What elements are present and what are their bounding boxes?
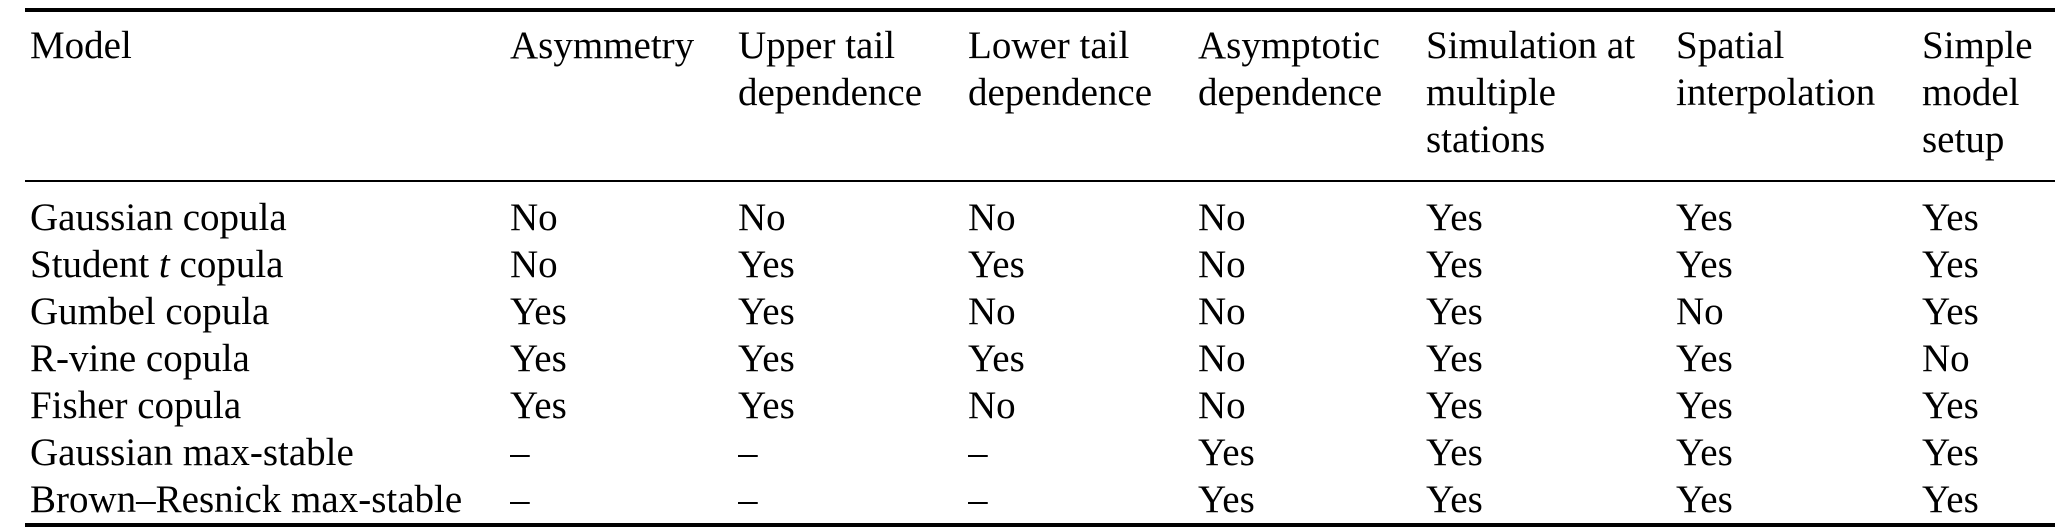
- value-cell: Yes: [1676, 431, 1733, 474]
- value-cell: Yes: [1426, 196, 1483, 239]
- value-cell: No: [738, 196, 786, 239]
- table-row: R-vine copula Yes Yes Yes No Yes Yes No: [25, 335, 2055, 382]
- value-cell: Yes: [1426, 337, 1483, 380]
- value-cell: Yes: [1198, 478, 1255, 521]
- value-cell: Yes: [738, 384, 795, 427]
- value-cell: Yes: [1426, 290, 1483, 333]
- model-name-cell: R-vine copula: [25, 335, 510, 382]
- table-row: Gaussian copula No No No No Yes Yes Yes: [25, 181, 2055, 241]
- table-row: Student t copula No Yes Yes No Yes Yes Yes: [25, 241, 2055, 288]
- model-name-cell: Brown–Resnick max-stable: [25, 476, 510, 525]
- value-cell: No: [968, 384, 1016, 427]
- table-row: Brown–Resnick max-stable – – – Yes Yes Yes Yes: [25, 476, 2055, 525]
- model-comparison-table: Model Asymmetry Upper tail dependence Lower …: [25, 8, 2055, 527]
- value-cell: –: [968, 431, 988, 474]
- value-cell: Yes: [1922, 478, 1979, 521]
- table-row: Fisher copula Yes Yes No No Yes Yes Yes: [25, 382, 2055, 429]
- value-cell: –: [738, 431, 758, 474]
- value-cell: Yes: [738, 337, 795, 380]
- value-cell: No: [1198, 384, 1246, 427]
- value-cell: Yes: [738, 290, 795, 333]
- value-cell: –: [510, 478, 530, 521]
- model-name-cell: Gumbel copula: [25, 288, 510, 335]
- column-header-asymptotic-dependence: Asymptotic dependence: [1198, 10, 1426, 182]
- column-header-upper-tail-dependence: Upper tail dependence: [738, 10, 968, 182]
- value-cell: Yes: [968, 243, 1025, 286]
- value-cell: No: [1198, 290, 1246, 333]
- value-cell: Yes: [1676, 196, 1733, 239]
- value-cell: Yes: [1922, 431, 1979, 474]
- header-row: Model Asymmetry Upper tail dependence Lower …: [25, 10, 2055, 182]
- table-header: Model Asymmetry Upper tail dependence Lower …: [25, 10, 2055, 182]
- column-header-asymmetry: Asymmetry: [510, 10, 738, 182]
- model-name-segment: Student: [30, 243, 159, 286]
- value-cell: Yes: [738, 243, 795, 286]
- value-cell: No: [1198, 337, 1246, 380]
- value-cell: Yes: [1426, 431, 1483, 474]
- column-header-simple-model-setup: Simple model setup: [1922, 10, 2055, 182]
- value-cell: Yes: [1676, 478, 1733, 521]
- value-cell: –: [738, 478, 758, 521]
- value-cell: No: [1676, 290, 1724, 333]
- model-name-segment: Gaussian max-stable: [30, 431, 354, 474]
- table-row: Gumbel copula Yes Yes No No Yes No Yes: [25, 288, 2055, 335]
- model-name-segment: R-vine copula: [30, 337, 250, 380]
- model-name-segment: Gaussian copula: [30, 196, 287, 239]
- value-cell: No: [510, 196, 558, 239]
- model-name-segment: Gumbel copula: [30, 290, 270, 333]
- value-cell: Yes: [1676, 337, 1733, 380]
- table-row: Gaussian max-stable – – – Yes Yes Yes Yes: [25, 429, 2055, 476]
- model-name-italic-segment: t: [158, 243, 170, 286]
- value-cell: Yes: [1676, 384, 1733, 427]
- value-cell: Yes: [1922, 196, 1979, 239]
- model-name-cell: Gaussian max-stable: [25, 429, 510, 476]
- column-header-simulation-at-multiple-stations: Simulation at multiple stations: [1426, 10, 1676, 182]
- model-name-segment: Fisher copula: [30, 384, 242, 427]
- value-cell: No: [968, 290, 1016, 333]
- model-name-cell: Gaussian copula: [25, 181, 510, 241]
- value-cell: Yes: [510, 384, 567, 427]
- model-name-cell: Fisher copula: [25, 382, 510, 429]
- model-name-segment: Brown–Resnick max-stable: [30, 478, 463, 521]
- value-cell: No: [1198, 196, 1246, 239]
- value-cell: Yes: [1426, 243, 1483, 286]
- model-name-cell: Student t copula: [25, 241, 510, 288]
- value-cell: Yes: [510, 337, 567, 380]
- value-cell: No: [1922, 337, 1970, 380]
- value-cell: –: [510, 431, 530, 474]
- value-cell: Yes: [968, 337, 1025, 380]
- value-cell: Yes: [1426, 384, 1483, 427]
- value-cell: No: [510, 243, 558, 286]
- column-header-model: Model: [25, 10, 510, 182]
- value-cell: Yes: [1426, 478, 1483, 521]
- value-cell: –: [968, 478, 988, 521]
- value-cell: Yes: [1198, 431, 1255, 474]
- column-header-lower-tail-dependence: Lower tail dependence: [968, 10, 1198, 182]
- value-cell: Yes: [1922, 243, 1979, 286]
- column-header-spatial-interpolation: Spatial interpolation: [1676, 10, 1922, 182]
- model-name-segment: copula: [169, 243, 284, 286]
- table-body: Gaussian copula No No No No Yes Yes Yes Student …: [25, 181, 2055, 525]
- value-cell: Yes: [1676, 243, 1733, 286]
- value-cell: Yes: [1922, 384, 1979, 427]
- value-cell: No: [968, 196, 1016, 239]
- value-cell: No: [1198, 243, 1246, 286]
- value-cell: Yes: [1922, 290, 1979, 333]
- value-cell: Yes: [510, 290, 567, 333]
